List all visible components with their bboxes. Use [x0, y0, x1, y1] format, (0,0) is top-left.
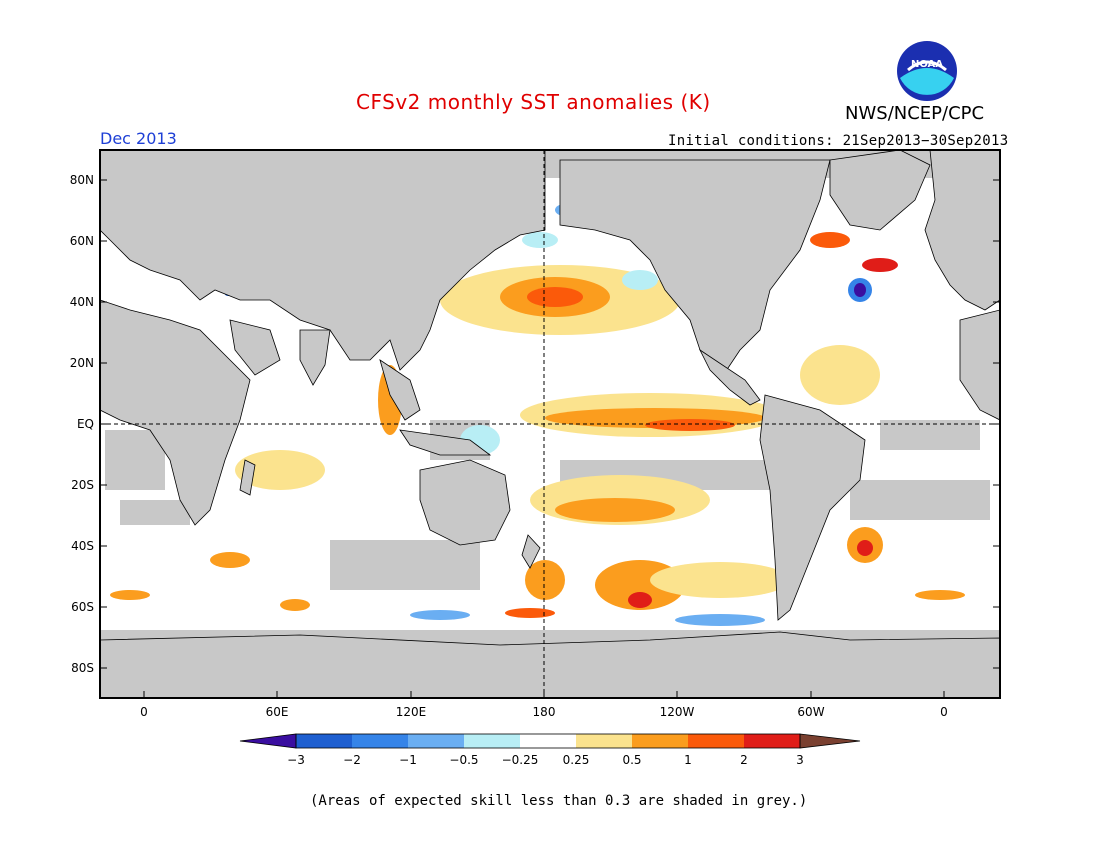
- lat-label: 40S: [71, 539, 94, 553]
- map-frame: [99, 149, 1001, 699]
- colorbar-label: 1: [684, 753, 692, 767]
- colorbar-bin: [408, 734, 464, 748]
- land-masses: [100, 150, 1000, 698]
- colorbar-bin: [744, 734, 800, 748]
- agency-label: NWS/NCEP/CPC: [845, 103, 985, 124]
- warm-anomalies: [110, 186, 971, 618]
- lon-label: 60W: [797, 705, 824, 719]
- colorbar-bin: [688, 734, 744, 748]
- lon-label: 0: [940, 705, 948, 719]
- forecast-month: Dec 2013: [100, 129, 177, 148]
- lat-label: 60N: [70, 234, 94, 248]
- lon-label: 60E: [266, 705, 289, 719]
- cool-anomalies: [224, 204, 872, 626]
- colorbar-label: −3: [287, 753, 305, 767]
- lat-labels: 80N 60N 40N 20N EQ 20S 40S 60S 80S: [70, 173, 94, 675]
- anomaly-field: [100, 150, 1000, 698]
- lat-label: 40N: [70, 295, 94, 309]
- lon-labels: 0 60E 120E 180 120W 60W 0: [140, 705, 948, 719]
- lat-label: 20S: [71, 478, 94, 492]
- lon-label: 180: [533, 705, 556, 719]
- colorbar-label: −0.5: [449, 753, 478, 767]
- skill-footnote: (Areas of expected skill less than 0.3 a…: [310, 793, 808, 809]
- colorbar-bin: [576, 734, 632, 748]
- colorbar-bin: [464, 734, 520, 748]
- colorbar-label: 0.25: [563, 753, 590, 767]
- colorbar-labels: −3 −2 −1 −0.5 −0.25 0.25 0.5 1 2 3: [287, 753, 804, 767]
- colorbar-label: 0.5: [622, 753, 641, 767]
- initial-conditions: Initial conditions: 21Sep2013−30Sep2013: [668, 133, 1009, 149]
- lon-label: 0: [140, 705, 148, 719]
- colorbar-bin: [352, 734, 408, 748]
- lon-label: 120W: [660, 705, 695, 719]
- lon-label: 120E: [396, 705, 427, 719]
- lat-label: 80S: [71, 661, 94, 675]
- lat-label: 60S: [71, 600, 94, 614]
- colorbar-arrow-low: [240, 734, 296, 748]
- lat-label: EQ: [77, 417, 94, 431]
- low-skill-shading: [100, 150, 1000, 698]
- colorbar-label: −0.25: [502, 753, 539, 767]
- lat-label: 80N: [70, 173, 94, 187]
- colorbar-bin: [520, 734, 576, 748]
- colorbar: [239, 733, 861, 749]
- map-title: CFSv2 monthly SST anomalies (K): [356, 90, 711, 114]
- colorbar-bin: [296, 734, 352, 748]
- colorbar-label: −2: [343, 753, 361, 767]
- colorbar-label: 2: [740, 753, 748, 767]
- colorbar-label: 3: [796, 753, 804, 767]
- colorbar-label: −1: [399, 753, 417, 767]
- lat-ticks: [100, 179, 1000, 669]
- colorbar-bin: [632, 734, 688, 748]
- colorbar-arrow-high: [800, 734, 860, 748]
- lat-label: 20N: [70, 356, 94, 370]
- logo-text: NOAA: [911, 59, 943, 70]
- noaa-logo-icon: NOAA: [897, 41, 957, 101]
- lon-ticks: [143, 691, 945, 698]
